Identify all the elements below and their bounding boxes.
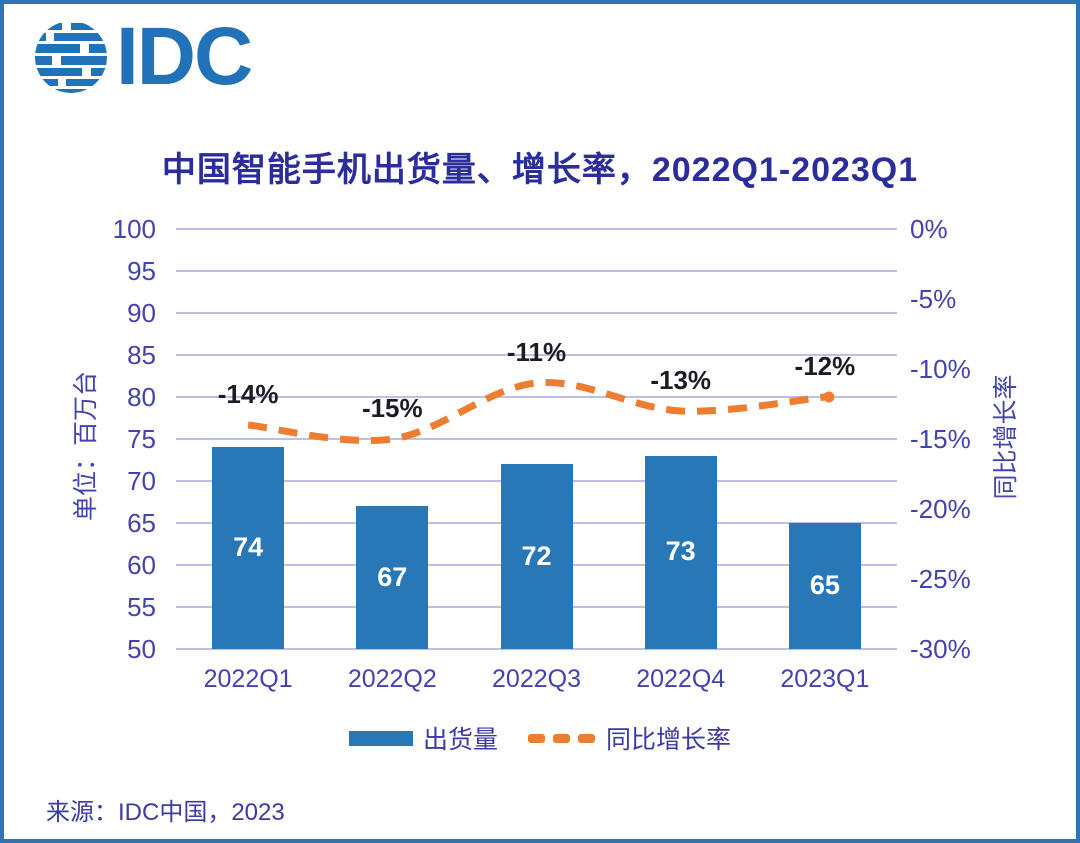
- legend-label-shipments: 出货量: [422, 726, 498, 754]
- shipment-bar: [212, 447, 285, 649]
- right-axis-tick-label: 0%: [910, 214, 948, 244]
- shipment-bar: [644, 455, 717, 649]
- right-axis-tick-label: -15%: [910, 424, 971, 454]
- legend-label-growth: 同比增长率: [606, 726, 732, 754]
- bar-value-label: 65: [809, 570, 840, 600]
- legend: 出货量 同比增长率: [4, 720, 1076, 756]
- bar-value-label: 72: [521, 540, 552, 571]
- left-axis-tick-label: 85: [127, 340, 156, 370]
- source-note: 来源：IDC中国，2023: [46, 799, 285, 826]
- left-axis-tick-label: 90: [127, 298, 156, 328]
- left-axis-tick-label: 65: [127, 508, 156, 538]
- idc-logo: IDC: [34, 11, 253, 102]
- left-axis-tick-label: 100: [112, 214, 156, 244]
- bar-series-swatch: [348, 730, 413, 746]
- bar-value-label: 67: [377, 561, 408, 592]
- right-axis-tick-label: -10%: [910, 354, 971, 384]
- gridline: [176, 270, 897, 272]
- shipment-bar: [500, 464, 573, 649]
- shipment-bar: [788, 523, 861, 649]
- line-series-swatch: [528, 733, 595, 743]
- legend-item-shipments: 出货量: [348, 720, 498, 756]
- left-axis-title: 单位：百万台: [72, 370, 100, 522]
- right-axis-tick-label: -30%: [910, 634, 971, 664]
- growth-rate-label: -12%: [794, 351, 856, 381]
- growth-rate-label: -14%: [217, 379, 279, 409]
- gridline: [176, 438, 897, 440]
- left-axis-tick-label: 70: [127, 466, 156, 496]
- bar-value-label: 73: [665, 536, 696, 567]
- legend-item-growth: 同比增长率: [528, 720, 731, 756]
- x-axis-label: 2023Q1: [780, 665, 870, 693]
- bar-value-label: 74: [233, 532, 264, 563]
- shipment-bar: [356, 506, 429, 649]
- gridline: [176, 354, 897, 356]
- left-axis-tick-label: 50: [127, 634, 156, 664]
- gridline: [176, 228, 897, 230]
- x-axis-label: 2022Q4: [636, 665, 726, 693]
- left-axis-tick-label: 75: [127, 424, 156, 454]
- left-axis-tick-label: 80: [127, 382, 156, 412]
- left-axis-tick-label: 55: [127, 592, 156, 622]
- right-axis-tick-label: -20%: [910, 494, 971, 524]
- x-axis-label: 2022Q3: [492, 665, 581, 693]
- x-axis-label: 2022Q1: [203, 665, 293, 693]
- idc-globe-icon: [35, 23, 107, 93]
- left-axis-tick-label: 95: [127, 256, 156, 286]
- growth-rate-label: -11%: [506, 337, 567, 367]
- x-axis-label: 2022Q2: [347, 665, 437, 693]
- left-axis-tick-label: 60: [127, 550, 156, 580]
- right-axis-tick-label: -25%: [910, 564, 971, 594]
- idc-logo-text: IDC: [116, 11, 253, 102]
- growth-rate-label: -13%: [650, 365, 712, 395]
- gridline: [176, 312, 897, 314]
- plot-area: 100 95 90 85 80 75 70 65 60 55 50 0% -5% -10% -15% -20%…: [4, 4, 1076, 839]
- right-axis-tick-label: -5%: [910, 284, 957, 314]
- chart-title: 中国智能手机出货量、增长率，2022Q1-2023Q1: [161, 151, 919, 189]
- gridline: [176, 648, 897, 650]
- right-axis-title: 同比增长率: [992, 374, 1020, 500]
- growth-rate-label: -15%: [361, 393, 423, 423]
